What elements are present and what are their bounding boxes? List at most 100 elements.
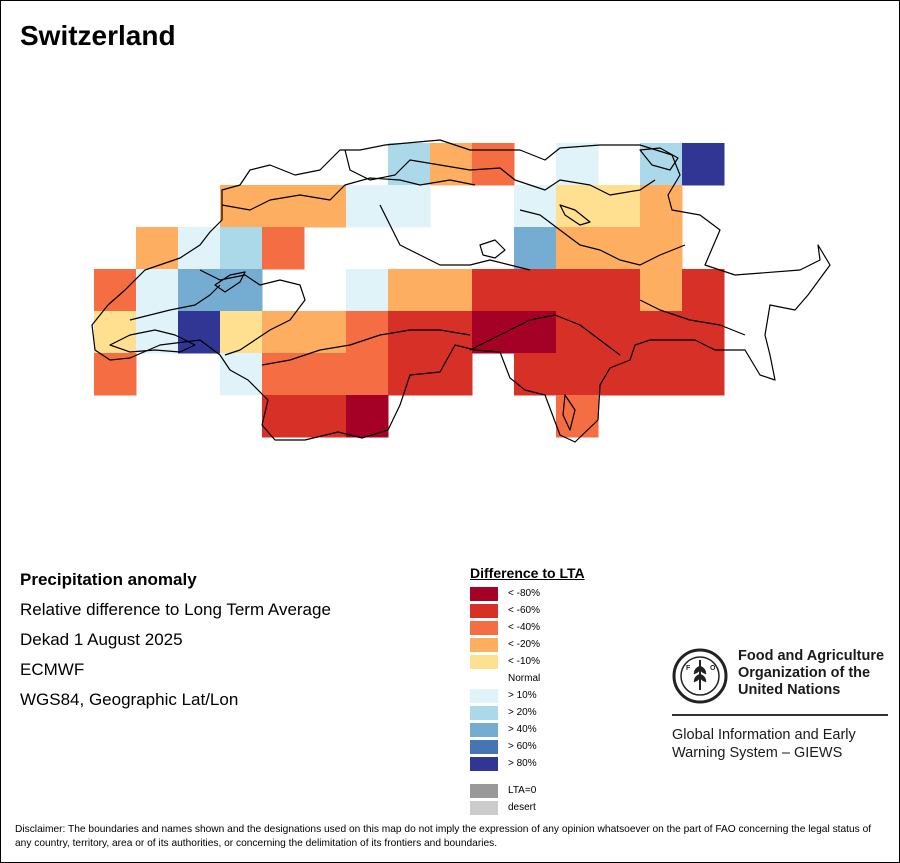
map-title: Switzerland <box>20 20 176 51</box>
anomaly-cell <box>430 269 473 312</box>
anomaly-cell <box>94 269 137 312</box>
anomaly-cell <box>178 227 221 270</box>
svg-text:F: F <box>686 665 691 672</box>
legend-label: > 60% <box>508 741 537 752</box>
legend-swatch <box>470 689 498 703</box>
anomaly-cell <box>682 143 725 186</box>
anomaly-cell <box>304 395 347 438</box>
fao-name-line3: United Nations <box>738 682 841 698</box>
legend-label: < -80% <box>508 588 540 599</box>
info-projection: WGS84, Geographic Lat/Lon <box>20 690 239 709</box>
legend-swatch <box>470 655 498 669</box>
region-line-east <box>519 209 686 266</box>
legend-swatch <box>470 706 498 720</box>
anomaly-cell <box>220 227 263 270</box>
anomaly-cell <box>388 185 431 228</box>
map-legend: Difference to LTA < -80% < -60% < -40% < -2… <box>470 565 670 817</box>
legend-item: > 80% <box>470 756 670 773</box>
anomaly-cell <box>598 269 641 312</box>
anomaly-cell <box>514 353 557 396</box>
anomaly-cell <box>388 269 431 312</box>
legend-label: < -20% <box>508 639 540 650</box>
legend-item: < -60% <box>470 603 670 620</box>
anomaly-cell <box>556 143 599 186</box>
lake-constance <box>639 147 679 171</box>
fao-name-line2: Organization of the <box>738 665 871 681</box>
svg-text:O: O <box>710 665 716 672</box>
anomaly-cell <box>388 143 431 186</box>
legend-item: < -80% <box>470 586 670 603</box>
anomaly-cell <box>682 269 725 312</box>
anomaly-cell <box>346 269 389 312</box>
legend-label: Normal <box>508 673 541 684</box>
lake-zurich <box>559 204 591 226</box>
legend-swatch <box>470 801 498 815</box>
fao-divider <box>672 714 888 716</box>
legend-swatch <box>470 621 498 635</box>
legend-label: < -10% <box>508 656 540 667</box>
anomaly-cell <box>94 353 137 396</box>
fao-name: Food and Agriculture Organization of the… <box>738 648 884 699</box>
legend-item: desert <box>470 800 670 817</box>
legend-swatch <box>470 587 498 601</box>
anomaly-cell <box>346 311 389 354</box>
legend-label: < -40% <box>508 622 540 633</box>
legend-item: LTA=0 <box>470 783 670 800</box>
legend-item: < -40% <box>470 620 670 637</box>
anomaly-cell <box>262 395 305 438</box>
fao-name-line1: Food and Agriculture <box>738 648 885 664</box>
precipitation-map <box>91 139 831 443</box>
country-borders <box>91 139 831 443</box>
anomaly-cell <box>262 353 305 396</box>
lake-geneva <box>109 329 196 353</box>
anomaly-cell <box>514 185 557 228</box>
anomaly-cell <box>640 353 683 396</box>
legend-item: > 60% <box>470 739 670 756</box>
region-line-valais <box>261 329 471 366</box>
legend-item: > 20% <box>470 705 670 722</box>
anomaly-cell <box>514 311 557 354</box>
disclaimer: Disclaimer: The boundaries and names sho… <box>15 824 872 849</box>
anomaly-cell <box>136 227 179 270</box>
legend-swatch <box>470 723 498 737</box>
legend-item: Normal <box>470 671 670 688</box>
region-line-grisons <box>639 299 746 336</box>
anomaly-cell <box>472 311 515 354</box>
legend-item: > 10% <box>470 688 670 705</box>
legend-items: < -80% < -60% < -40% < -20% < -10% Normal > 10… <box>470 586 670 773</box>
switzerland-outline <box>91 139 831 443</box>
anomaly-cell <box>640 185 683 228</box>
anomaly-cell <box>220 311 263 354</box>
legend-swatch <box>470 604 498 618</box>
legend-item: > 40% <box>470 722 670 739</box>
info-source: ECMWF <box>20 660 85 679</box>
region-line-west <box>129 284 221 321</box>
anomaly-cell <box>556 395 599 438</box>
legend-item: < -10% <box>470 654 670 671</box>
anomaly-cell <box>388 353 431 396</box>
anomaly-cell <box>304 353 347 396</box>
anomaly-cell <box>346 353 389 396</box>
legend-label: > 40% <box>508 724 537 735</box>
legend-label: < -60% <box>508 605 540 616</box>
giews-line2: Warning System – GIEWS <box>672 745 843 761</box>
anomaly-cell <box>514 227 557 270</box>
region-line-north <box>344 149 656 196</box>
anomaly-cell <box>598 227 641 270</box>
legend-label: > 10% <box>508 690 537 701</box>
legend-swatch <box>470 784 498 798</box>
anomaly-cell <box>472 269 515 312</box>
anomaly-cell <box>262 311 305 354</box>
anomaly-cell <box>556 353 599 396</box>
info-variable: Precipitation anomaly <box>20 570 197 589</box>
region-line-ticino <box>469 314 621 356</box>
legend-swatch <box>470 757 498 771</box>
lake-neuchatel <box>214 271 246 293</box>
anomaly-cell <box>136 269 179 312</box>
legend-label: > 80% <box>508 758 537 769</box>
anomaly-cell <box>598 311 641 354</box>
giews-line1: Global Information and Early <box>672 727 856 743</box>
info-period: Dekad 1 August 2025 <box>20 630 183 649</box>
lake-lucerne <box>479 239 506 259</box>
anomaly-cell <box>304 185 347 228</box>
